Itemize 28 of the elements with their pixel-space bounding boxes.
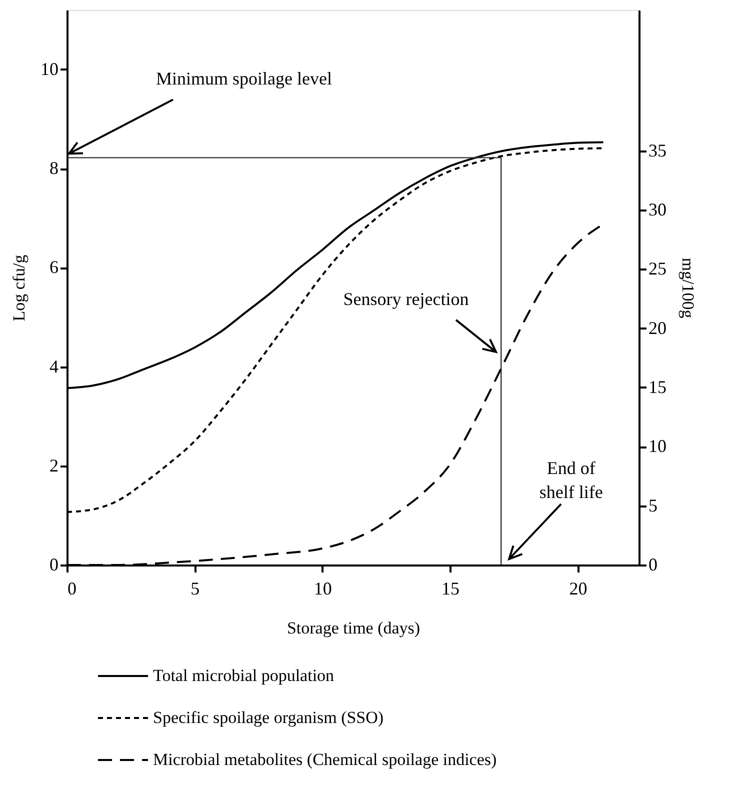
x-axis-title: Storage time (days) <box>286 618 420 638</box>
y2-tick-label: 15 <box>648 376 666 397</box>
y2-tick-label: 25 <box>648 258 666 279</box>
y2-tick-label: 35 <box>648 140 666 160</box>
x-tick-label: 20 <box>569 578 588 598</box>
x-tick-label: 0 <box>68 578 76 598</box>
y-axis-title: Log cfu/g <box>10 254 28 322</box>
y-tick-label: 4 <box>50 356 58 376</box>
annotation: End of shelf life <box>539 458 603 502</box>
y2-tick-label: 10 <box>648 436 666 456</box>
x-tick-label: 10 <box>314 578 332 598</box>
legend-label: Microbial metabolites (Chemical spoilage indices) <box>153 750 497 769</box>
y2-tick-label: 20 <box>648 318 666 338</box>
x-tick-label: 15 <box>442 578 460 598</box>
y-tick-label: 2 <box>50 455 58 476</box>
y2-axis-title: mg/100g <box>678 258 698 319</box>
annotation: Sensory rejection <box>343 288 469 309</box>
y2-tick-label: 0 <box>648 554 658 574</box>
y-tick-label: 6 <box>50 257 58 278</box>
annotation: Minimum spoilage level <box>156 68 332 89</box>
y-tick-label: 8 <box>50 158 58 178</box>
legend-label: Total microbial population <box>153 666 335 685</box>
y-tick-label: 10 <box>40 58 58 79</box>
y2-tick-label: 5 <box>648 495 658 516</box>
y-tick-label: 0 <box>50 554 58 574</box>
x-tick-label: 5 <box>190 578 200 598</box>
y2-tick-label: 30 <box>648 199 666 220</box>
legend-label: Specific spoilage organism (SSO) <box>153 708 384 727</box>
